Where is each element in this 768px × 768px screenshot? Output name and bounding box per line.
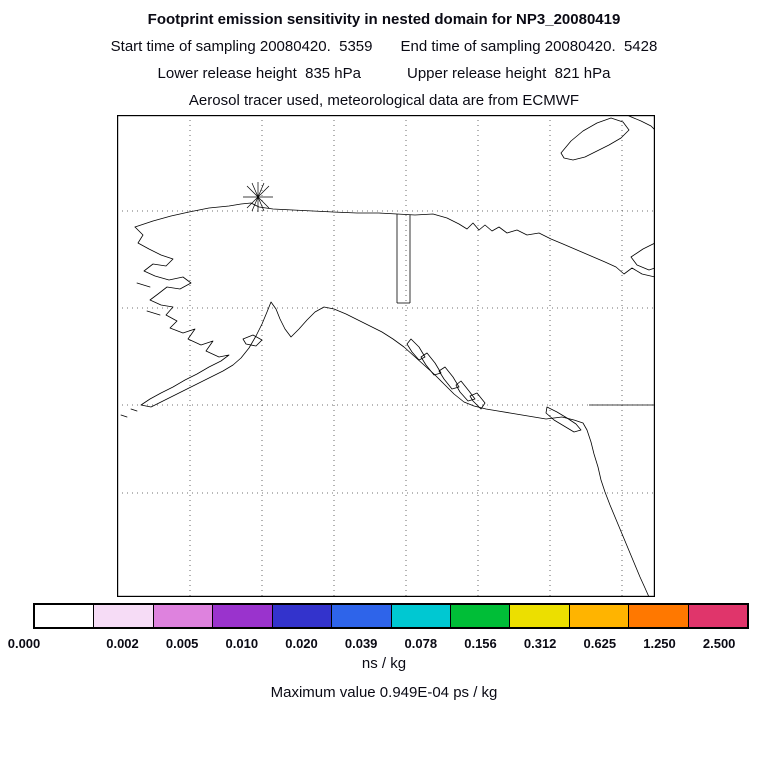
map-panel bbox=[117, 115, 655, 597]
maximum-value-text: Maximum value 0.949E-04 ps / kg bbox=[270, 684, 498, 701]
colorbar-segment bbox=[687, 605, 748, 627]
colorbar-segment bbox=[93, 605, 153, 627]
colorbar-tick-label: 1.250 bbox=[643, 636, 676, 651]
figure-header: Footprint emission sensitivity in nested… bbox=[0, 6, 768, 114]
start-time-text: Start time of sampling 20080420. 5359 bbox=[110, 38, 373, 55]
colorbar-units: ns / kg bbox=[0, 655, 768, 672]
colorbar-segment bbox=[509, 605, 569, 627]
colorbar-tick-label: 0.156 bbox=[464, 636, 497, 651]
colorbar-ticks: 0.000 0.002 0.005 0.010 0.020 0.039 0.078 0.156… bbox=[0, 636, 768, 652]
tracer-line: Aerosol tracer used, meteorological data… bbox=[0, 87, 768, 114]
colorbar-tick-label: 0.002 bbox=[106, 636, 139, 651]
upper-release-text: Upper release height 821 hPa bbox=[407, 65, 611, 82]
colorbar-tick-label: 0.005 bbox=[165, 636, 199, 651]
colorbar-segment bbox=[449, 605, 510, 627]
sampling-times-line: Start time of sampling 20080420. 5359 En… bbox=[0, 33, 768, 60]
tracer-text: Aerosol tracer used, meteorological data… bbox=[188, 92, 580, 109]
colorbar-tick-label: 0.625 bbox=[583, 636, 617, 651]
map-svg bbox=[117, 115, 655, 597]
lower-release-text: Lower release height 835 hPa bbox=[157, 65, 361, 82]
colorbar-units-text: ns / kg bbox=[361, 655, 407, 672]
release-marker-icon bbox=[243, 182, 273, 212]
coastlines bbox=[120, 115, 655, 597]
colorbar-tick-label: 0.000 bbox=[7, 636, 41, 651]
colorbar-segment bbox=[390, 605, 450, 627]
colorbar bbox=[33, 603, 749, 629]
colorbar-segment bbox=[212, 605, 272, 627]
map-frame bbox=[117, 115, 655, 597]
colorbar-segment bbox=[628, 605, 688, 627]
colorbar-tick-label: 0.010 bbox=[225, 636, 259, 651]
lat-lon-gridlines bbox=[117, 115, 655, 597]
release-heights-line: Lower release height 835 hPa Upper relea… bbox=[0, 60, 768, 87]
colorbar-segment bbox=[271, 605, 332, 627]
colorbar-segment bbox=[152, 605, 213, 627]
political-borders bbox=[396, 214, 655, 406]
colorbar-segment bbox=[568, 605, 629, 627]
page-title: Footprint emission sensitivity in nested… bbox=[0, 6, 768, 33]
title-text: Footprint emission sensitivity in nested… bbox=[147, 11, 621, 28]
colorbar-tick-label: 0.039 bbox=[344, 636, 378, 651]
end-time-text: End time of sampling 20080420. 5428 bbox=[400, 38, 658, 55]
colorbar-tick-label: 2.500 bbox=[702, 636, 736, 651]
colorbar-segment bbox=[35, 605, 94, 627]
colorbar-tick-label: 0.312 bbox=[523, 636, 557, 651]
maximum-value-line: Maximum value 0.949E-04 ps / kg bbox=[0, 684, 768, 701]
colorbar-tick-label: 0.078 bbox=[404, 636, 438, 651]
colorbar-tick-label: 0.020 bbox=[285, 636, 318, 651]
colorbar-segment bbox=[331, 605, 391, 627]
